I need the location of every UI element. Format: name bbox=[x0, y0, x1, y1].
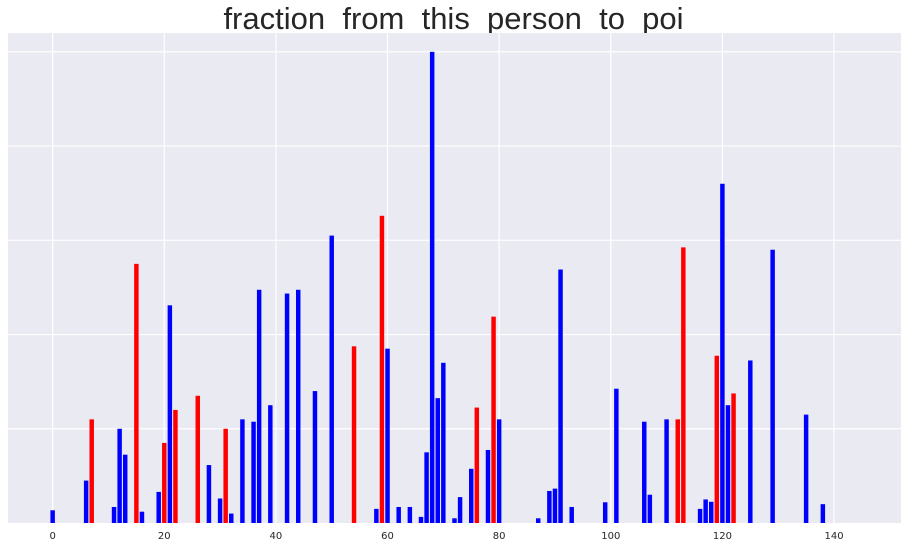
bar-44 bbox=[295, 289, 301, 523]
bar-26 bbox=[195, 395, 200, 523]
bar-75 bbox=[469, 468, 474, 523]
bar-79 bbox=[491, 316, 496, 523]
bar-28 bbox=[206, 465, 212, 523]
bar-15 bbox=[134, 263, 139, 523]
bar-113 bbox=[681, 247, 686, 523]
bar-21 bbox=[167, 305, 173, 523]
bars bbox=[50, 51, 826, 524]
bar-42 bbox=[284, 293, 290, 523]
bar-0 bbox=[50, 510, 55, 523]
bar-117 bbox=[703, 499, 708, 523]
bar-7 bbox=[89, 419, 94, 523]
bar-121 bbox=[725, 405, 731, 523]
bar-31 bbox=[223, 428, 228, 523]
bar-13 bbox=[122, 454, 128, 523]
grid-lines bbox=[8, 33, 901, 523]
bar-36 bbox=[251, 421, 256, 523]
bar-34 bbox=[240, 419, 245, 523]
x-tick-label-60: 60 bbox=[381, 531, 394, 542]
bar-122 bbox=[731, 393, 736, 523]
bar-32 bbox=[229, 513, 234, 523]
bar-125 bbox=[748, 360, 753, 523]
bar-70 bbox=[441, 362, 446, 523]
bar-62 bbox=[396, 506, 401, 523]
x-tick-label-120: 120 bbox=[713, 531, 732, 542]
plot-area bbox=[8, 33, 901, 523]
bar-20 bbox=[162, 442, 167, 523]
bar-11 bbox=[111, 506, 117, 523]
bar-60 bbox=[385, 348, 390, 523]
bar-118 bbox=[709, 501, 714, 523]
bar-67 bbox=[424, 452, 429, 523]
x-tick-label-40: 40 bbox=[270, 531, 283, 542]
bar-69 bbox=[435, 398, 440, 523]
bar-138 bbox=[820, 504, 826, 523]
bar-64 bbox=[407, 506, 413, 523]
bar-89 bbox=[547, 490, 552, 523]
bar-22 bbox=[173, 409, 178, 523]
bar-66 bbox=[418, 516, 424, 523]
bar-16 bbox=[139, 511, 145, 523]
bar-47 bbox=[312, 391, 318, 523]
bar-101 bbox=[614, 388, 619, 523]
bar-120 bbox=[720, 183, 725, 523]
bar-80 bbox=[496, 419, 502, 523]
bar-93 bbox=[569, 506, 574, 523]
x-tick-label-20: 20 bbox=[158, 531, 171, 542]
bar-54 bbox=[351, 346, 357, 523]
chart-title: fraction_from_this_person_to_poi bbox=[223, 1, 684, 36]
bar-73 bbox=[457, 497, 463, 523]
bar-116 bbox=[697, 508, 703, 523]
bar-30 bbox=[217, 498, 223, 523]
bar-68 bbox=[429, 51, 435, 523]
bar-99 bbox=[602, 502, 608, 523]
bar-50 bbox=[329, 235, 334, 523]
bar-91 bbox=[558, 269, 563, 523]
bar-58 bbox=[374, 508, 379, 523]
x-tick-label-80: 80 bbox=[493, 531, 506, 542]
bar-12 bbox=[117, 428, 122, 523]
bar-110 bbox=[664, 419, 669, 523]
bar-78 bbox=[485, 449, 491, 523]
x-tick-label-140: 140 bbox=[824, 531, 843, 542]
bar-87 bbox=[535, 518, 541, 523]
bar-59 bbox=[379, 215, 385, 524]
x-axis-ticks: 0 20 40 60 80 100 120 140 bbox=[49, 531, 843, 542]
bar-76 bbox=[474, 407, 480, 523]
x-tick-label-100: 100 bbox=[601, 531, 620, 542]
bar-119 bbox=[714, 355, 720, 523]
bar-90 bbox=[552, 488, 558, 523]
bar-106 bbox=[642, 421, 647, 523]
bar-135 bbox=[803, 414, 809, 523]
bar-129 bbox=[770, 249, 775, 523]
x-tick-label-0: 0 bbox=[49, 531, 55, 542]
bar-37 bbox=[256, 289, 262, 523]
bar-107 bbox=[647, 494, 653, 523]
bar-19 bbox=[156, 491, 161, 523]
bar-39 bbox=[268, 405, 273, 523]
bar-6 bbox=[83, 480, 89, 523]
bar-72 bbox=[452, 518, 457, 523]
bar-112 bbox=[675, 419, 680, 523]
